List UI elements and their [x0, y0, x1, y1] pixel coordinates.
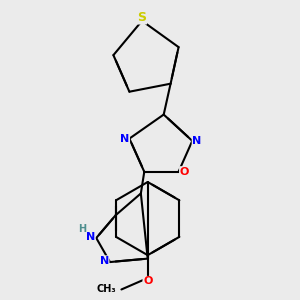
Text: S: S: [137, 11, 146, 24]
Text: N: N: [120, 134, 130, 144]
Text: N: N: [100, 256, 109, 266]
Text: N: N: [192, 136, 202, 146]
Text: H: H: [79, 224, 87, 234]
Text: O: O: [143, 277, 152, 286]
Text: O: O: [180, 167, 189, 177]
Text: CH₃: CH₃: [96, 284, 116, 295]
Text: N: N: [86, 232, 95, 242]
